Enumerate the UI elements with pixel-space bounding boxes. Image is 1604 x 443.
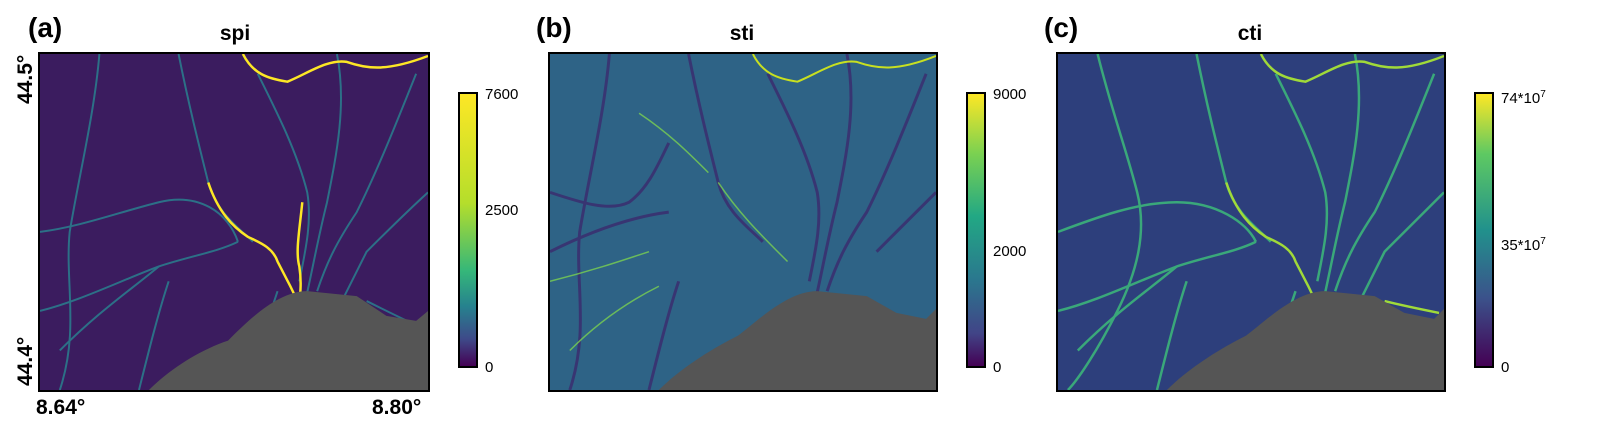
map-cti-raster [1058,54,1444,390]
colorbar-cti-mid: 35*107 [1501,236,1546,254]
colorbar-spi-min: 0 [485,359,494,376]
colorbar-spi-mid: 2500 [485,202,519,219]
lon-right-label: 8.80° [372,396,422,419]
colorbar-spi [458,92,478,368]
colorbar-cti-min: 0 [1501,359,1510,376]
panel-b-letter: (b) [536,12,572,43]
colorbar-spi-max: 7600 [485,86,519,103]
colorbar-sti-mid: 2000 [993,243,1027,260]
panel-a-title: spi [219,22,251,45]
lat-top-label: 44.5° [14,54,37,104]
panel-b-title: sti [729,22,755,45]
map-spi[interactable] [38,52,430,392]
panel-a-letter: (a) [28,12,63,43]
map-cti[interactable] [1056,52,1446,392]
colorbar-cti-max: 74*107 [1501,89,1546,107]
map-sti-raster [550,54,936,390]
map-sti[interactable] [548,52,938,392]
panel-c-title: cti [1237,22,1263,45]
colorbar-cti [1474,92,1494,368]
colorbar-sti-max: 9000 [993,86,1027,103]
colorbar-sti-min: 0 [993,359,1002,376]
panel-c-letter: (c) [1044,12,1079,43]
lon-left-label: 8.64° [36,396,86,419]
colorbar-sti [966,92,986,368]
lat-bottom-label: 44.4° [14,336,37,386]
map-spi-raster [40,54,428,390]
